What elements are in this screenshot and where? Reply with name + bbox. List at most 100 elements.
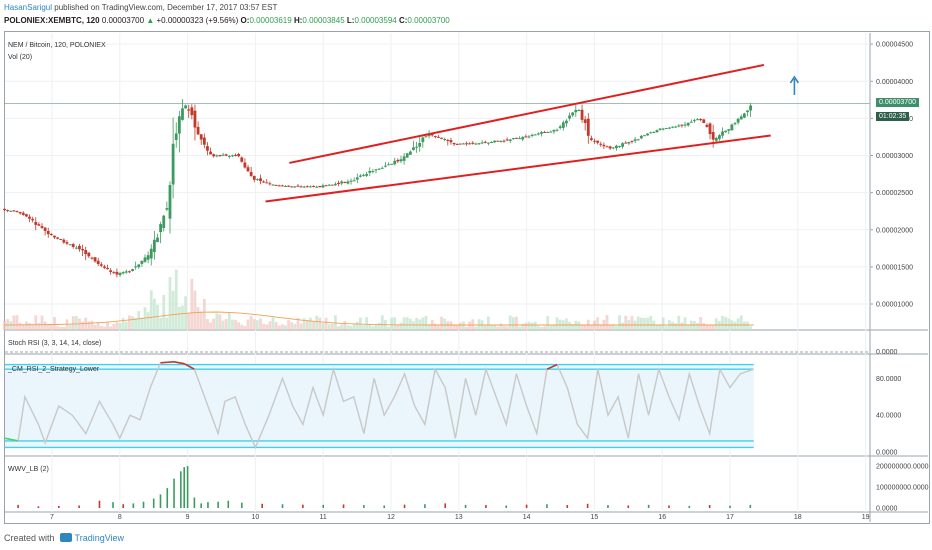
volume-bar — [162, 294, 166, 330]
volume-bar — [739, 315, 743, 330]
volume-bar — [636, 316, 640, 330]
candle-body — [530, 134, 534, 136]
volume-bar — [455, 325, 459, 330]
candle-body — [533, 134, 537, 136]
volume-bar — [46, 323, 50, 330]
symbol-label[interactable]: POLONIEX:XEMBTC, 120 — [4, 16, 100, 25]
candle-body — [377, 168, 381, 170]
candle-body — [396, 160, 400, 162]
candle-body — [221, 154, 225, 156]
volume-bar — [365, 317, 369, 330]
candle-body — [474, 143, 478, 145]
volume-bar — [209, 322, 212, 330]
candle-body — [624, 142, 628, 144]
candle-body — [68, 244, 72, 246]
candle-body — [337, 182, 340, 185]
volume-bar — [474, 326, 478, 330]
candle-body — [9, 210, 13, 212]
candle-body — [668, 127, 671, 129]
volume-bar — [533, 321, 537, 330]
volume-bar — [355, 321, 359, 330]
candle-body — [633, 139, 637, 141]
volume-bar — [59, 326, 63, 330]
volume-bar — [446, 321, 450, 330]
candle-body — [156, 237, 159, 243]
stoch-axis-label: 0.0000 — [876, 349, 898, 356]
candle-body — [664, 128, 668, 130]
wwv-bar — [729, 505, 731, 508]
candle-body — [549, 131, 553, 133]
volume-bar — [362, 325, 365, 330]
candle-body — [390, 163, 394, 165]
volume-bar — [736, 318, 740, 330]
candle-body — [362, 174, 365, 176]
candle-body — [430, 133, 434, 136]
volume-bar — [240, 324, 244, 330]
candle-body — [184, 105, 187, 109]
volume-bar — [65, 319, 69, 330]
volume-bar — [206, 318, 209, 330]
author-link[interactable]: HasanSarigul — [4, 3, 53, 12]
volume-bar — [224, 318, 228, 330]
candle-body — [124, 271, 128, 273]
candle-body — [53, 235, 56, 238]
volume-bar — [202, 299, 206, 330]
up-arrow-head-icon — [789, 75, 800, 84]
candle-body — [21, 212, 25, 215]
candle-body — [255, 179, 259, 181]
volume-bar — [246, 319, 250, 330]
candle-body — [321, 185, 325, 188]
candle-body — [561, 122, 565, 128]
candle-body — [543, 131, 546, 133]
candle-body — [227, 155, 231, 157]
wwv-bar — [166, 488, 169, 508]
stoch-rsi-title: Stoch RSI (3, 3, 14, 14, close) — [8, 340, 102, 347]
volume-bar — [234, 319, 237, 330]
candle-body — [246, 167, 250, 172]
volume-bar — [408, 318, 412, 330]
candle-body — [128, 271, 131, 273]
candle-body — [368, 170, 372, 173]
volume-bar — [199, 311, 203, 330]
candle-body — [299, 186, 303, 188]
rsi-highlight-segment — [546, 363, 558, 370]
wwv-bar — [261, 503, 263, 508]
candle-body — [324, 185, 328, 187]
candle-body — [649, 132, 653, 134]
volume-bar — [618, 315, 621, 330]
volume-bar — [452, 325, 456, 330]
volume-bar — [677, 315, 681, 330]
volume-bar — [131, 316, 134, 330]
candle-body — [165, 208, 169, 210]
candle-body — [137, 264, 141, 268]
volume-bar — [90, 320, 94, 330]
candle-body — [674, 126, 678, 128]
wwv-bar — [607, 505, 609, 508]
x-tick-label: 14 — [523, 514, 531, 521]
candle-body — [571, 112, 575, 116]
volume-bar — [78, 318, 81, 330]
candle-body — [327, 184, 331, 186]
x-tick-label: 18 — [794, 514, 802, 521]
wwv-bar — [586, 503, 589, 508]
candle-body — [43, 227, 47, 231]
candle-body — [433, 136, 437, 138]
candle-body — [359, 175, 362, 177]
volume-bar — [518, 326, 522, 330]
volume-bar — [249, 315, 253, 330]
tradingview-brand-link[interactable]: TradingView — [74, 533, 125, 543]
volume-bar — [330, 323, 334, 330]
candle-body — [646, 133, 649, 136]
candle-body — [577, 110, 581, 112]
candle-body — [271, 184, 275, 186]
channel-lower-line — [265, 134, 771, 203]
candle-body — [305, 186, 309, 188]
volume-bar — [231, 319, 234, 330]
candle-body — [689, 121, 693, 123]
last-price: 0.00003700 — [101, 16, 145, 25]
volume-bar — [115, 321, 119, 330]
chart-frame[interactable] — [4, 31, 930, 524]
candle-body — [177, 116, 181, 134]
candle-body — [443, 139, 447, 141]
